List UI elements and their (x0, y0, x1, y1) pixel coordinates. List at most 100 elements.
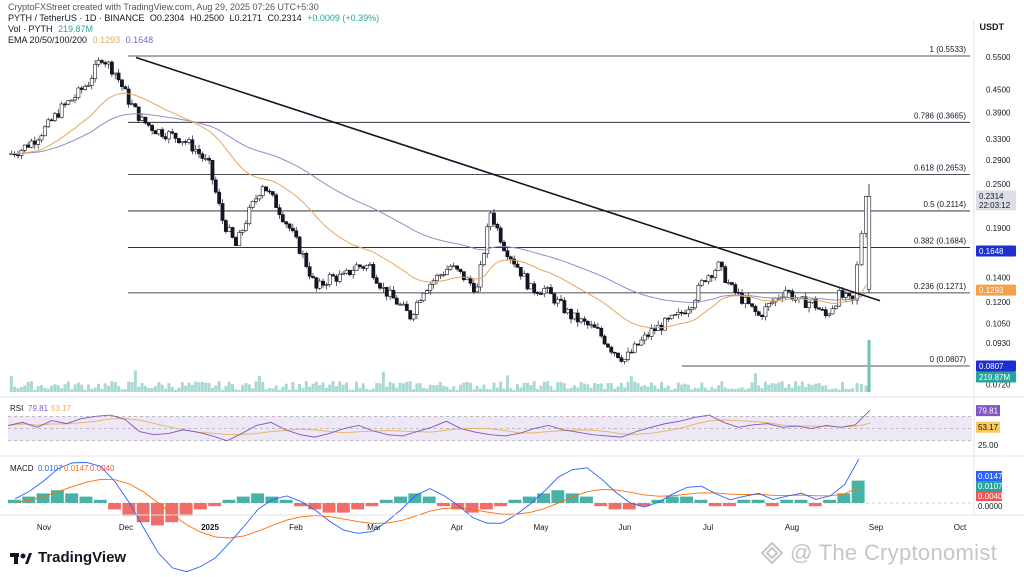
macd-histogram-bar (708, 503, 722, 507)
close-value: C0.2314 (267, 13, 302, 23)
candle-body (723, 266, 728, 283)
volume-bar (730, 388, 734, 392)
candle-body (492, 212, 496, 225)
candle-body (96, 60, 101, 65)
candle-body (609, 346, 614, 353)
macd-histogram-bar (622, 503, 636, 510)
candle-body (478, 264, 483, 288)
candle-body (86, 84, 91, 87)
volume-bar (96, 383, 100, 392)
macd-histogram-bar (680, 496, 693, 503)
volume-bar (234, 389, 238, 392)
macd-histogram-bar (308, 503, 322, 510)
candle-body (495, 223, 500, 229)
candle-body (183, 141, 188, 143)
macd-histogram-bar (565, 493, 579, 503)
volume-bar (80, 384, 84, 392)
volume-bar (70, 389, 74, 392)
candle-body (538, 293, 543, 295)
volume-bar (422, 388, 426, 392)
candle-body (666, 317, 671, 320)
volume-bar (509, 388, 513, 392)
volume-bar (16, 388, 20, 392)
candle-body (267, 190, 272, 193)
macd-histogram-bar (294, 503, 307, 507)
candle-body (177, 138, 181, 144)
candle-body (485, 226, 490, 254)
volume-bar (93, 387, 97, 392)
tradingview-logo-icon (10, 552, 32, 564)
volume-bar (706, 389, 710, 392)
volume-bar (123, 389, 127, 392)
candle-body (234, 237, 238, 247)
volume-bar (452, 386, 456, 392)
volume-bar (830, 389, 834, 392)
volume-bar (820, 385, 824, 392)
candle-body (843, 293, 848, 298)
candle-body (76, 87, 81, 98)
fib-level-label: 0.382 (0.1684) (914, 237, 966, 246)
tradingview-logo[interactable]: TradingView (10, 549, 126, 566)
volume-bar (388, 382, 392, 392)
volume-bar (613, 388, 617, 392)
macd-histogram-bar (808, 503, 822, 507)
volume-bar (552, 389, 556, 392)
candle-body (414, 302, 419, 315)
volume-bar (469, 382, 473, 392)
macd-histogram-bar (608, 503, 622, 510)
macd-histogram-bar (279, 499, 293, 503)
volume-label[interactable]: Vol · PYTH (8, 24, 53, 34)
volume-bar (458, 384, 462, 392)
macd-histogram-bar (580, 496, 593, 503)
candle-body (49, 119, 54, 122)
y-tick-label: 0.3900 (986, 108, 1011, 117)
macd-badge (976, 501, 1002, 511)
volume-bar (365, 389, 369, 392)
candle-body (170, 131, 175, 134)
volume-bar (539, 385, 543, 392)
x-tick-label: Jun (619, 523, 632, 532)
volume-bar (86, 384, 90, 392)
volume-bar (653, 385, 657, 392)
macd-histogram-bar (422, 496, 436, 503)
volume-bar (200, 381, 204, 392)
candle-body (79, 87, 84, 90)
candle-body (679, 311, 684, 314)
candle-body (716, 261, 721, 271)
price-badge-label: 0.1293 (979, 286, 1004, 295)
volume-bar (743, 389, 747, 392)
candle-body (859, 233, 864, 266)
volume-bar (438, 381, 442, 392)
candle-body (311, 276, 315, 278)
volume-bar (284, 383, 288, 392)
volume-bar (341, 384, 345, 392)
ema-value-blue: 0.1648 (125, 35, 154, 45)
candle-body (280, 214, 285, 223)
candle-body (743, 297, 748, 304)
candle-body (431, 280, 436, 285)
symbol-label[interactable]: PYTH / TetherUS · 1D · BINANCE (8, 13, 145, 23)
candle-body (482, 253, 486, 266)
candle-body (696, 284, 701, 301)
candle-body (324, 284, 329, 286)
macd-histogram-bar (408, 493, 422, 503)
volume-bar (670, 389, 674, 392)
macd-histogram-bar (794, 499, 808, 503)
rsi-badge-label: 79.81 (978, 407, 999, 416)
ema-label[interactable]: EMA 20/50/100/200 (8, 35, 88, 45)
macd-signal-line (15, 478, 860, 539)
candle-body (42, 126, 47, 137)
x-tick-label: May (533, 523, 548, 532)
x-tick-label: Nov (37, 523, 51, 532)
volume-bar (606, 383, 610, 392)
candle-body (287, 223, 292, 229)
candle-body (351, 270, 356, 275)
candle-body (465, 277, 470, 281)
candle-body (223, 220, 228, 232)
fib-level-label: 1 (0.5533) (930, 45, 967, 54)
volume-bar (415, 383, 419, 392)
volume-bar (13, 386, 17, 392)
volume-bar (676, 382, 680, 392)
volume-bar (66, 381, 70, 392)
